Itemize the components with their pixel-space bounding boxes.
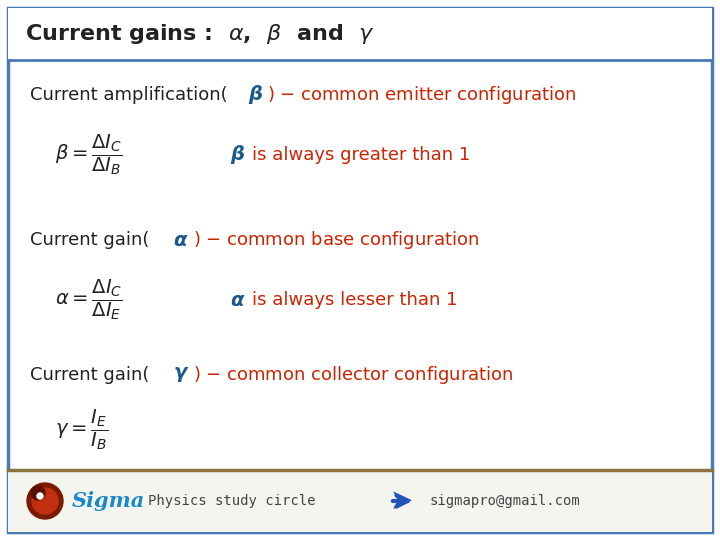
Circle shape bbox=[32, 488, 58, 514]
Text: ) $-$ common emitter configuration: ) $-$ common emitter configuration bbox=[267, 84, 577, 106]
Circle shape bbox=[31, 486, 45, 500]
Text: $\boldsymbol{\alpha}$: $\boldsymbol{\alpha}$ bbox=[173, 231, 189, 249]
Text: ) $-$ common collector configuration: ) $-$ common collector configuration bbox=[193, 364, 513, 386]
Text: $\boldsymbol{\gamma}$: $\boldsymbol{\gamma}$ bbox=[173, 366, 189, 384]
Text: Current gains :  $\alpha$,  $\beta$  and  $\gamma$: Current gains : $\alpha$, $\beta$ and $\… bbox=[25, 22, 375, 46]
Text: $\boldsymbol{\alpha}$: $\boldsymbol{\alpha}$ bbox=[230, 291, 246, 309]
Text: Physics study circle: Physics study circle bbox=[148, 494, 315, 508]
Text: Current gain(: Current gain( bbox=[30, 231, 149, 249]
Text: $\alpha = \dfrac{\Delta I_C}{\Delta I_E}$: $\alpha = \dfrac{\Delta I_C}{\Delta I_E}… bbox=[55, 278, 123, 322]
Text: Current gain(: Current gain( bbox=[30, 366, 149, 384]
Text: sigmapro@gmail.com: sigmapro@gmail.com bbox=[430, 494, 581, 508]
Bar bbox=[8, 8, 712, 60]
Text: is always lesser than 1: is always lesser than 1 bbox=[252, 291, 457, 309]
Text: $\boldsymbol{\beta}$: $\boldsymbol{\beta}$ bbox=[230, 144, 245, 166]
Text: Current amplification(: Current amplification( bbox=[30, 86, 228, 104]
Text: $\boldsymbol{\beta}$: $\boldsymbol{\beta}$ bbox=[248, 84, 263, 106]
Text: is always greater than 1: is always greater than 1 bbox=[252, 146, 470, 164]
Circle shape bbox=[27, 483, 63, 519]
Bar bbox=[8, 470, 712, 532]
Text: ) $-$ common base configuration: ) $-$ common base configuration bbox=[193, 229, 480, 251]
Circle shape bbox=[37, 493, 43, 499]
Text: $\beta = \dfrac{\Delta I_C}{\Delta I_B}$: $\beta = \dfrac{\Delta I_C}{\Delta I_B}$ bbox=[55, 133, 122, 177]
Text: ➤: ➤ bbox=[390, 487, 413, 515]
Text: $\gamma = \dfrac{I_E}{I_B}$: $\gamma = \dfrac{I_E}{I_B}$ bbox=[55, 408, 108, 453]
Text: Sigma: Sigma bbox=[72, 491, 145, 511]
